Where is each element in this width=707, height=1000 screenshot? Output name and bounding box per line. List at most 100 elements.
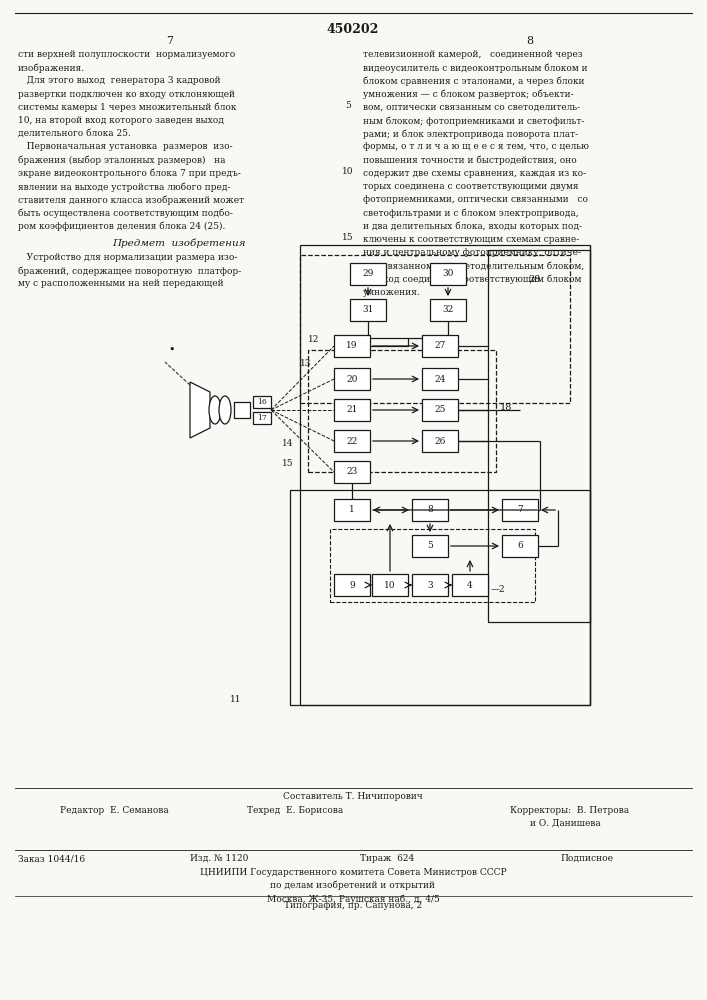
Text: 14: 14 [282,440,293,448]
Text: ключены к соответствующим схемам сравне-: ключены к соответствующим схемам сравне- [363,235,579,244]
Bar [334,430,370,452]
Text: 26: 26 [434,436,445,446]
Text: 31: 31 [362,306,374,314]
Text: 3: 3 [427,580,433,589]
Text: 450202: 450202 [327,23,379,36]
Text: повышения точности и быстродействия, оно: повышения точности и быстродействия, оно [363,156,577,165]
Bar [334,335,370,357]
Bar [452,574,488,596]
Bar [334,574,370,596]
Text: Заказ 1044/16: Заказ 1044/16 [18,854,85,863]
Ellipse shape [209,396,221,424]
Text: Корректоры:  В. Петрова: Корректоры: В. Петрова [510,806,629,815]
Text: 5: 5 [345,101,351,110]
Text: умножения.: умножения. [363,288,421,297]
Text: 10: 10 [342,167,354,176]
Text: 8: 8 [527,36,534,46]
Bar [502,535,538,557]
Bar [412,499,448,521]
Text: телевизионной камерой,   соединенной через: телевизионной камерой, соединенной через [363,50,583,59]
Bar [330,529,535,602]
Bar [430,263,466,285]
Bar [502,499,538,521]
Bar [350,299,386,321]
Text: 12: 12 [308,336,320,344]
Text: Предмет  изобретения: Предмет изобретения [112,239,246,248]
Bar [300,255,570,403]
Text: и два делительных блока, входы которых под-: и два делительных блока, входы которых п… [363,222,582,231]
Text: 6: 6 [517,542,523,550]
Text: 8: 8 [427,506,433,514]
Bar [422,399,458,421]
Text: му с расположенными на ней передающей: му с расположенными на ней передающей [18,279,223,288]
Text: 23: 23 [346,468,358,477]
Bar [430,299,466,321]
Text: 22: 22 [346,436,358,446]
Text: фотоприемниками, оптически связанными   со: фотоприемниками, оптически связанными со [363,195,588,204]
Bar [422,335,458,357]
Text: 16: 16 [257,398,267,406]
Text: бражения (выбор эталонных размеров)   на: бражения (выбор эталонных размеров) на [18,156,226,165]
Ellipse shape [219,396,231,424]
Bar [253,396,271,408]
Text: 13: 13 [300,360,311,368]
Text: умножения — с блоком разверток; объекти-: умножения — с блоком разверток; объекти- [363,90,573,99]
Bar [488,250,590,622]
Text: 10, на второй вход которого заведен выход: 10, на второй вход которого заведен выхо… [18,116,224,125]
Text: 21: 21 [346,406,358,414]
Bar [412,574,448,596]
Bar [300,245,590,705]
Bar [422,430,458,452]
Text: Изд. № 1120: Изд. № 1120 [190,854,248,863]
Text: делительного блока 25.: делительного блока 25. [18,129,131,138]
Text: рами; и блок электропривода поворота плат-: рами; и блок электропривода поворота пла… [363,129,578,139]
Text: блоком сравнения с эталонами, а через блоки: блоком сравнения с эталонами, а через бл… [363,76,585,86]
Bar [350,263,386,285]
Text: изображения.: изображения. [18,63,85,73]
Text: Тираж  624: Тираж 624 [360,854,414,863]
Text: ставителя данного класса изображений может: ставителя данного класса изображений мож… [18,195,244,205]
Text: Москва, Ж-35, Раушская наб., д. 4/5: Москва, Ж-35, Раушская наб., д. 4/5 [267,894,440,904]
Bar [308,350,496,472]
Text: бражений, содержащее поворотную  платфор-: бражений, содержащее поворотную платфор- [18,266,241,276]
Text: сти верхней полуплоскости  нормализуемого: сти верхней полуплоскости нормализуемого [18,50,235,59]
Text: 30: 30 [443,269,454,278]
Bar [422,368,458,390]
Text: а выход соединен с соответствующим блоком: а выход соединен с соответствующим блоко… [363,274,581,284]
Text: ЦНИИПИ Государственного комитета Совета Министров СССР: ЦНИИПИ Государственного комитета Совета … [199,868,506,877]
Bar [234,402,250,418]
Text: 20: 20 [346,374,358,383]
Text: быть осуществлена соответствующим подбо-: быть осуществлена соответствующим подбо- [18,208,233,218]
Text: 18: 18 [500,402,513,412]
Text: 11: 11 [230,696,242,704]
Text: ром коэффициентов деления блока 24 (25).: ром коэффициентов деления блока 24 (25). [18,222,226,231]
Text: ным блоком; фотоприемниками и светофильт-: ным блоком; фотоприемниками и светофильт… [363,116,585,125]
Text: Для этого выход  генератора 3 кадровой: Для этого выход генератора 3 кадровой [18,76,221,85]
Text: явлении на выходе устройства любого пред-: явлении на выходе устройства любого пред… [18,182,230,192]
Text: экране видеоконтрольного блока 7 при предъ-: экране видеоконтрольного блока 7 при пре… [18,169,241,178]
Text: 7: 7 [167,36,173,46]
Text: •: • [168,345,175,355]
Bar [253,412,271,424]
Bar [372,574,408,596]
Bar [334,499,370,521]
Text: содержит две схемы сравнения, каждая из ко-: содержит две схемы сравнения, каждая из … [363,169,586,178]
Text: 15: 15 [342,233,354,242]
Text: 4: 4 [467,580,473,589]
Text: ния и центральному фотоприемнику, оптиче-: ния и центральному фотоприемнику, оптиче… [363,248,581,257]
Text: Типография, пр. Сапунова, 2: Типография, пр. Сапунова, 2 [284,901,422,910]
Text: Составитель Т. Ничипорович: Составитель Т. Ничипорович [283,792,423,801]
Text: 25: 25 [434,406,445,414]
Text: 9: 9 [349,580,355,589]
Text: по делам изобретений и открытий: по делам изобретений и открытий [271,881,436,890]
Text: 24: 24 [434,374,445,383]
Text: ски связанному со светоделительным блоком,: ски связанному со светоделительным блоко… [363,261,584,271]
Text: видеоусилитель с видеоконтрольным блоком и: видеоусилитель с видеоконтрольным блоком… [363,63,588,73]
Text: 1: 1 [349,506,355,514]
Bar [412,535,448,557]
Text: вом, оптически связанным со светоделитель-: вом, оптически связанным со светоделител… [363,103,580,112]
Text: 17: 17 [257,414,267,422]
Text: —2: —2 [491,584,506,593]
Text: 27: 27 [434,342,445,351]
Bar [290,490,590,705]
